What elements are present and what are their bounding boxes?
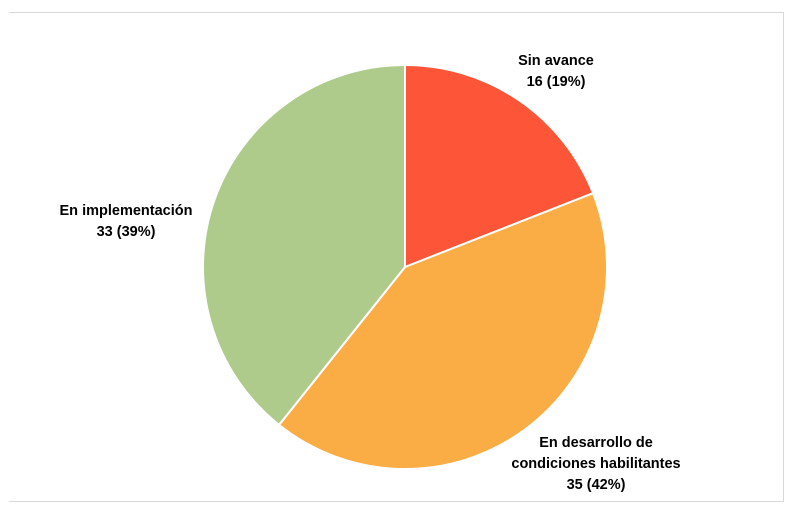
slice-value-implementacion: 33 (39%) [97, 224, 156, 240]
slice-label-desarrollo-line2: condiciones habilitantes [511, 456, 680, 472]
pie-slice-2 [202, 64, 406, 426]
slice-value-desarrollo: 35 (42%) [567, 477, 626, 493]
slice-value-sin-avance: 16 (19%) [527, 74, 586, 90]
chart-frame [9, 12, 784, 502]
slice-label-desarrollo-line1: En desarrollo de [539, 435, 653, 451]
slice-label-implementacion: En implementación [60, 203, 193, 219]
pie-slice-1 [278, 192, 608, 470]
pie-slices [202, 64, 608, 470]
pie-slice-0 [404, 64, 595, 268]
slice-label-sin-avance: Sin avance [518, 53, 594, 69]
